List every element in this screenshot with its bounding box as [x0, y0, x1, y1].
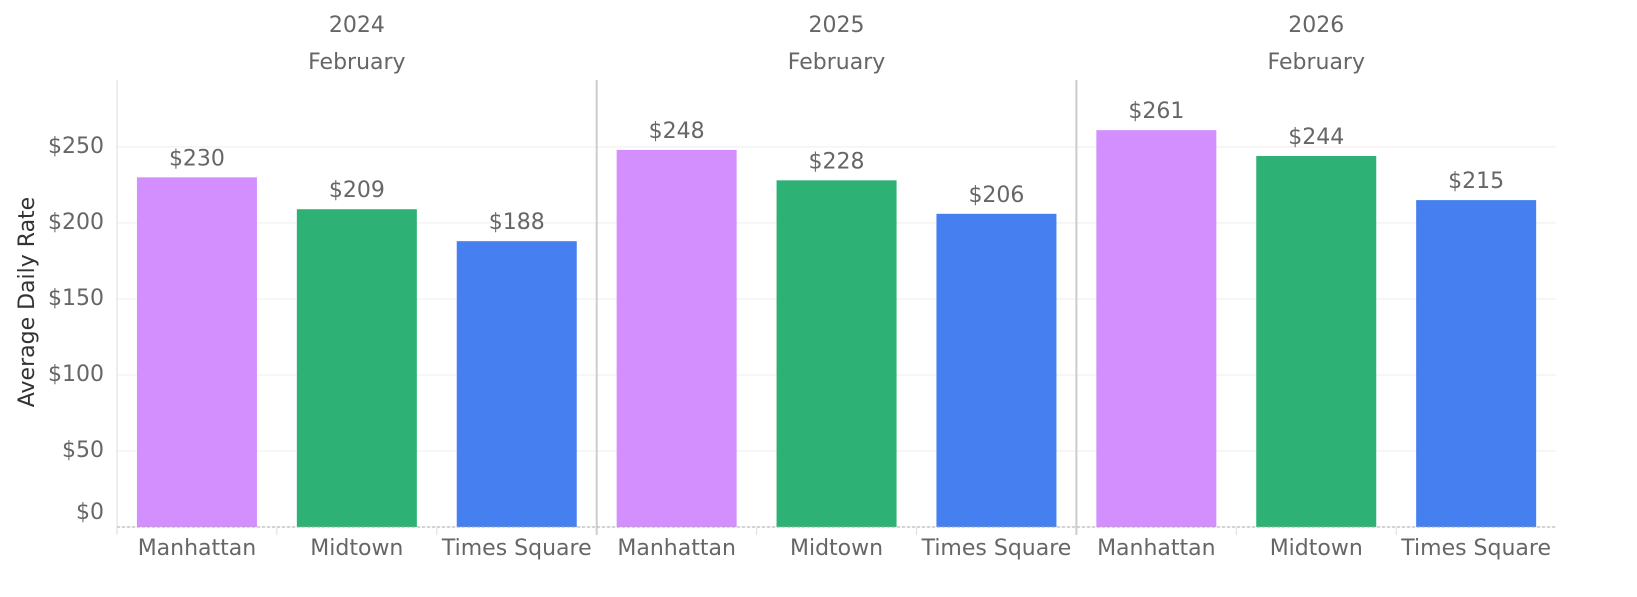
y-tick-label: $100 — [48, 362, 104, 387]
bar — [456, 241, 577, 527]
value-label: $261 — [1128, 99, 1184, 124]
bar — [1416, 200, 1537, 527]
y-tick-label: $250 — [48, 134, 104, 159]
value-label: $215 — [1448, 169, 1504, 194]
x-tick-label: Times Square — [1400, 536, 1551, 561]
x-tick-label: Manhattan — [138, 536, 257, 561]
bar — [616, 149, 737, 527]
y-tick-label: $150 — [48, 286, 104, 311]
x-tick-label: Manhattan — [617, 536, 736, 561]
value-label: $206 — [968, 183, 1024, 208]
x-tick-label: Manhattan — [1097, 536, 1216, 561]
x-tick-label: Midtown — [1270, 536, 1363, 561]
bar — [296, 209, 417, 528]
value-label: $244 — [1288, 125, 1344, 150]
value-label: $230 — [169, 146, 225, 171]
panel-month: February — [308, 50, 406, 75]
panel-month: February — [788, 50, 886, 75]
bar — [1096, 130, 1217, 527]
x-tick-label: Times Square — [441, 536, 592, 561]
bar — [136, 177, 257, 527]
y-axis-label: Average Daily Rate — [15, 197, 40, 407]
y-tick-label: $50 — [62, 438, 104, 463]
panel-year: 2025 — [809, 13, 865, 38]
bar — [776, 180, 897, 528]
x-tick-label: Midtown — [790, 536, 883, 561]
value-label: $228 — [809, 149, 865, 174]
bar — [1256, 156, 1377, 528]
x-tick-label: Midtown — [310, 536, 403, 561]
y-tick-label: $0 — [76, 500, 104, 525]
y-tick-label: $200 — [48, 210, 104, 235]
x-tick-label: Times Square — [921, 536, 1072, 561]
value-label: $209 — [329, 178, 385, 203]
bar — [936, 213, 1057, 528]
panel-year: 2026 — [1288, 13, 1344, 38]
value-label: $188 — [489, 210, 545, 235]
value-label: $248 — [649, 119, 705, 144]
panel-month: February — [1268, 50, 1366, 75]
panel-year: 2024 — [329, 13, 385, 38]
